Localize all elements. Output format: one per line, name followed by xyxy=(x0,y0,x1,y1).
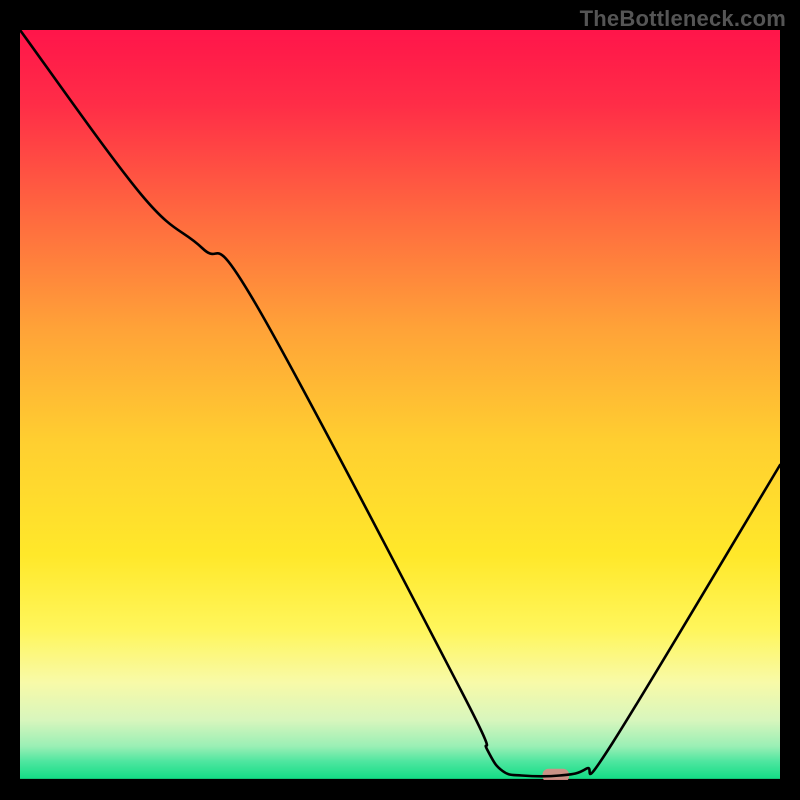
watermark-text: TheBottleneck.com xyxy=(580,6,786,32)
chart-frame: TheBottleneck.com xyxy=(0,0,800,800)
gradient-background xyxy=(20,30,780,780)
bottleneck-curve-chart xyxy=(20,30,780,780)
chart-svg xyxy=(20,30,780,780)
